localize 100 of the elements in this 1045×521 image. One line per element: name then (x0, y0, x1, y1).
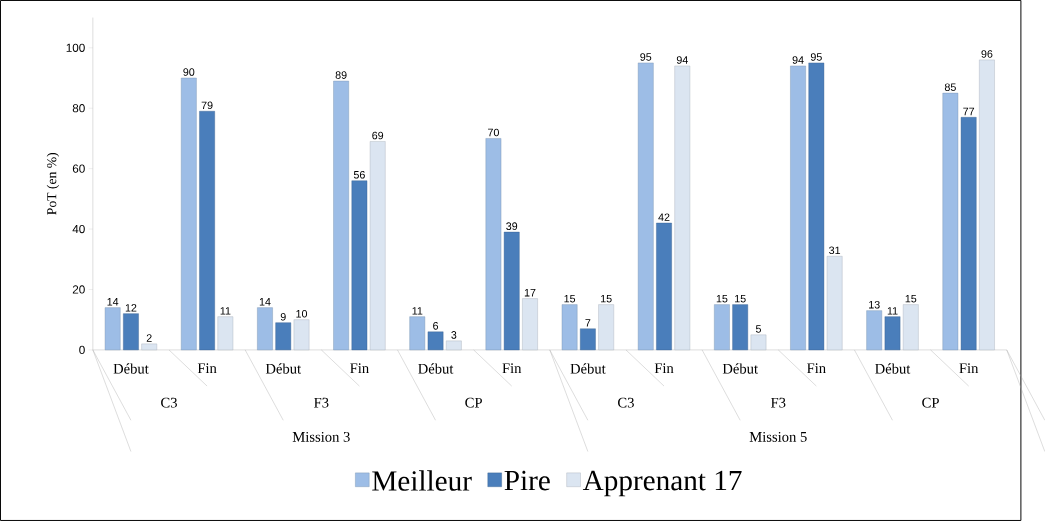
x-tick-label: Fin (197, 363, 217, 374)
x-tick-label: Début (570, 363, 606, 374)
text: Mission 3 (292, 432, 350, 442)
bar (808, 62, 825, 351)
bar (427, 331, 444, 351)
bar (141, 343, 158, 351)
text: Mission 5 (749, 432, 807, 442)
bar (293, 319, 310, 351)
y-axis-title: PoT (en %) (46, 152, 60, 215)
data-label: 85 (944, 83, 956, 91)
data-label: 2 (146, 334, 152, 342)
data-label: 10 (296, 309, 308, 318)
bar (275, 322, 292, 351)
data-label: 11 (887, 307, 898, 315)
bar (750, 334, 767, 351)
bar (257, 307, 273, 351)
bar (351, 180, 368, 351)
y-tick-label: 20 (72, 285, 85, 294)
data-label: 89 (335, 71, 347, 79)
data-label: 96 (981, 50, 993, 58)
x-tick-label: Début (265, 363, 302, 374)
text: F3 (770, 397, 786, 408)
data-label: 90 (183, 68, 195, 76)
x-tick-label: Fin (654, 363, 674, 374)
data-label: 77 (963, 107, 975, 116)
bar (942, 92, 959, 351)
data-label: 15 (905, 294, 917, 303)
data-label: 7 (585, 319, 591, 327)
data-label: 12 (125, 304, 137, 312)
y-tick-label: 0 (79, 345, 85, 355)
bar (884, 316, 901, 351)
y-tick-label: 100 (66, 43, 85, 52)
x-tick-label: Fin (350, 363, 369, 374)
legend-label: Pire (504, 470, 550, 491)
data-label: 95 (810, 53, 822, 61)
bar (123, 313, 139, 351)
bar (561, 304, 578, 351)
y-tick-label: 60 (72, 164, 85, 173)
bar (199, 111, 215, 351)
data-label: 70 (488, 128, 499, 137)
data-label: 14 (107, 298, 119, 306)
x-tick-label: Fin (959, 363, 979, 374)
text: C3 (161, 397, 177, 408)
x-tick-label: Début (113, 363, 149, 374)
bar (217, 316, 234, 351)
legend-label: Meilleur (372, 470, 472, 491)
bar (790, 65, 806, 351)
data-label: 11 (412, 307, 423, 315)
data-label: 56 (353, 171, 365, 179)
bar (866, 310, 883, 351)
data-label: 13 (869, 300, 880, 309)
y-tick-label: 40 (72, 224, 85, 234)
data-label: 94 (792, 56, 804, 64)
text: CP (922, 397, 939, 408)
x-tick-label: Début (875, 363, 911, 374)
data-label: 39 (506, 222, 518, 230)
data-label: 31 (829, 246, 841, 255)
data-label: 14 (259, 298, 271, 306)
x-tick-label: Début (418, 363, 454, 374)
data-label: 69 (372, 131, 384, 140)
x-tick-label: Fin (807, 363, 826, 374)
bar (104, 307, 121, 351)
bar (333, 80, 349, 351)
x-tick-label: Fin (502, 363, 522, 374)
bar (902, 304, 919, 351)
bar (522, 298, 538, 351)
bar (732, 304, 748, 351)
bar (446, 340, 462, 351)
data-label: 6 (433, 322, 439, 330)
bar (485, 138, 502, 351)
bar (181, 77, 197, 351)
data-label: 15 (735, 294, 746, 303)
data-label: 5 (755, 325, 761, 333)
data-label: 3 (451, 331, 457, 339)
data-label: 94 (676, 56, 688, 64)
data-label: 95 (640, 53, 652, 61)
bar (409, 316, 426, 351)
data-label: 11 (220, 307, 231, 315)
text: C3 (618, 397, 634, 408)
bar (503, 231, 520, 351)
bar (369, 141, 386, 351)
data-label: 17 (524, 289, 536, 297)
bar (598, 304, 614, 351)
bar (714, 304, 730, 351)
text: CP (465, 397, 482, 408)
data-label: 15 (601, 294, 612, 303)
bar (637, 62, 654, 351)
bar (826, 256, 843, 351)
data-label: 42 (658, 213, 670, 221)
data-label: 9 (280, 313, 286, 321)
data-label: 79 (201, 101, 213, 110)
y-tick-label: 80 (72, 104, 85, 113)
bar (580, 328, 596, 351)
text: F3 (314, 397, 329, 408)
data-label: 15 (564, 294, 576, 303)
bar (979, 59, 995, 351)
x-tick-label: Début (722, 363, 758, 374)
data-label: 15 (716, 294, 728, 303)
bar (656, 222, 672, 351)
legend-label: Apprenant 17 (582, 470, 742, 497)
